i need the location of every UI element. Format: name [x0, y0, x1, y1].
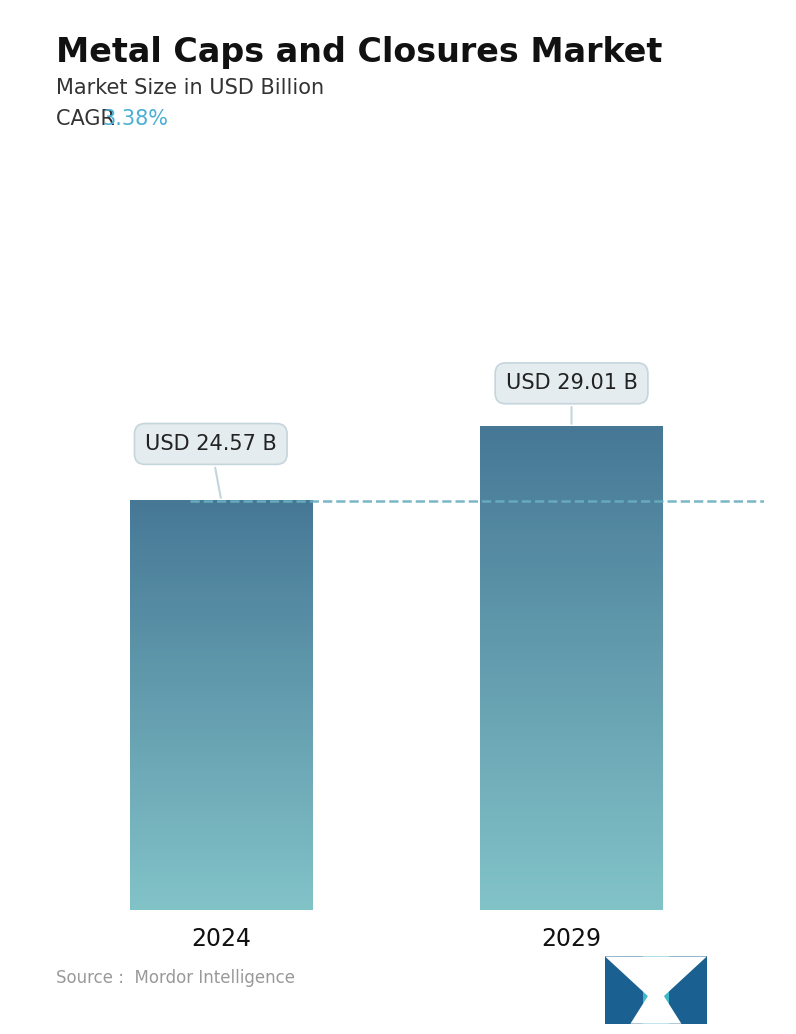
Text: Metal Caps and Closures Market: Metal Caps and Closures Market — [56, 36, 662, 69]
Polygon shape — [630, 983, 681, 1024]
Polygon shape — [605, 956, 643, 1024]
Text: Source :  Mordor Intelligence: Source : Mordor Intelligence — [56, 970, 295, 987]
Polygon shape — [669, 956, 707, 1024]
Text: 3.38%: 3.38% — [102, 109, 168, 128]
Polygon shape — [605, 956, 707, 1003]
Text: USD 24.57 B: USD 24.57 B — [145, 434, 277, 498]
Text: CAGR: CAGR — [56, 109, 121, 128]
Text: Market Size in USD Billion: Market Size in USD Billion — [56, 78, 324, 97]
Text: USD 29.01 B: USD 29.01 B — [505, 373, 638, 424]
Polygon shape — [643, 956, 669, 1024]
